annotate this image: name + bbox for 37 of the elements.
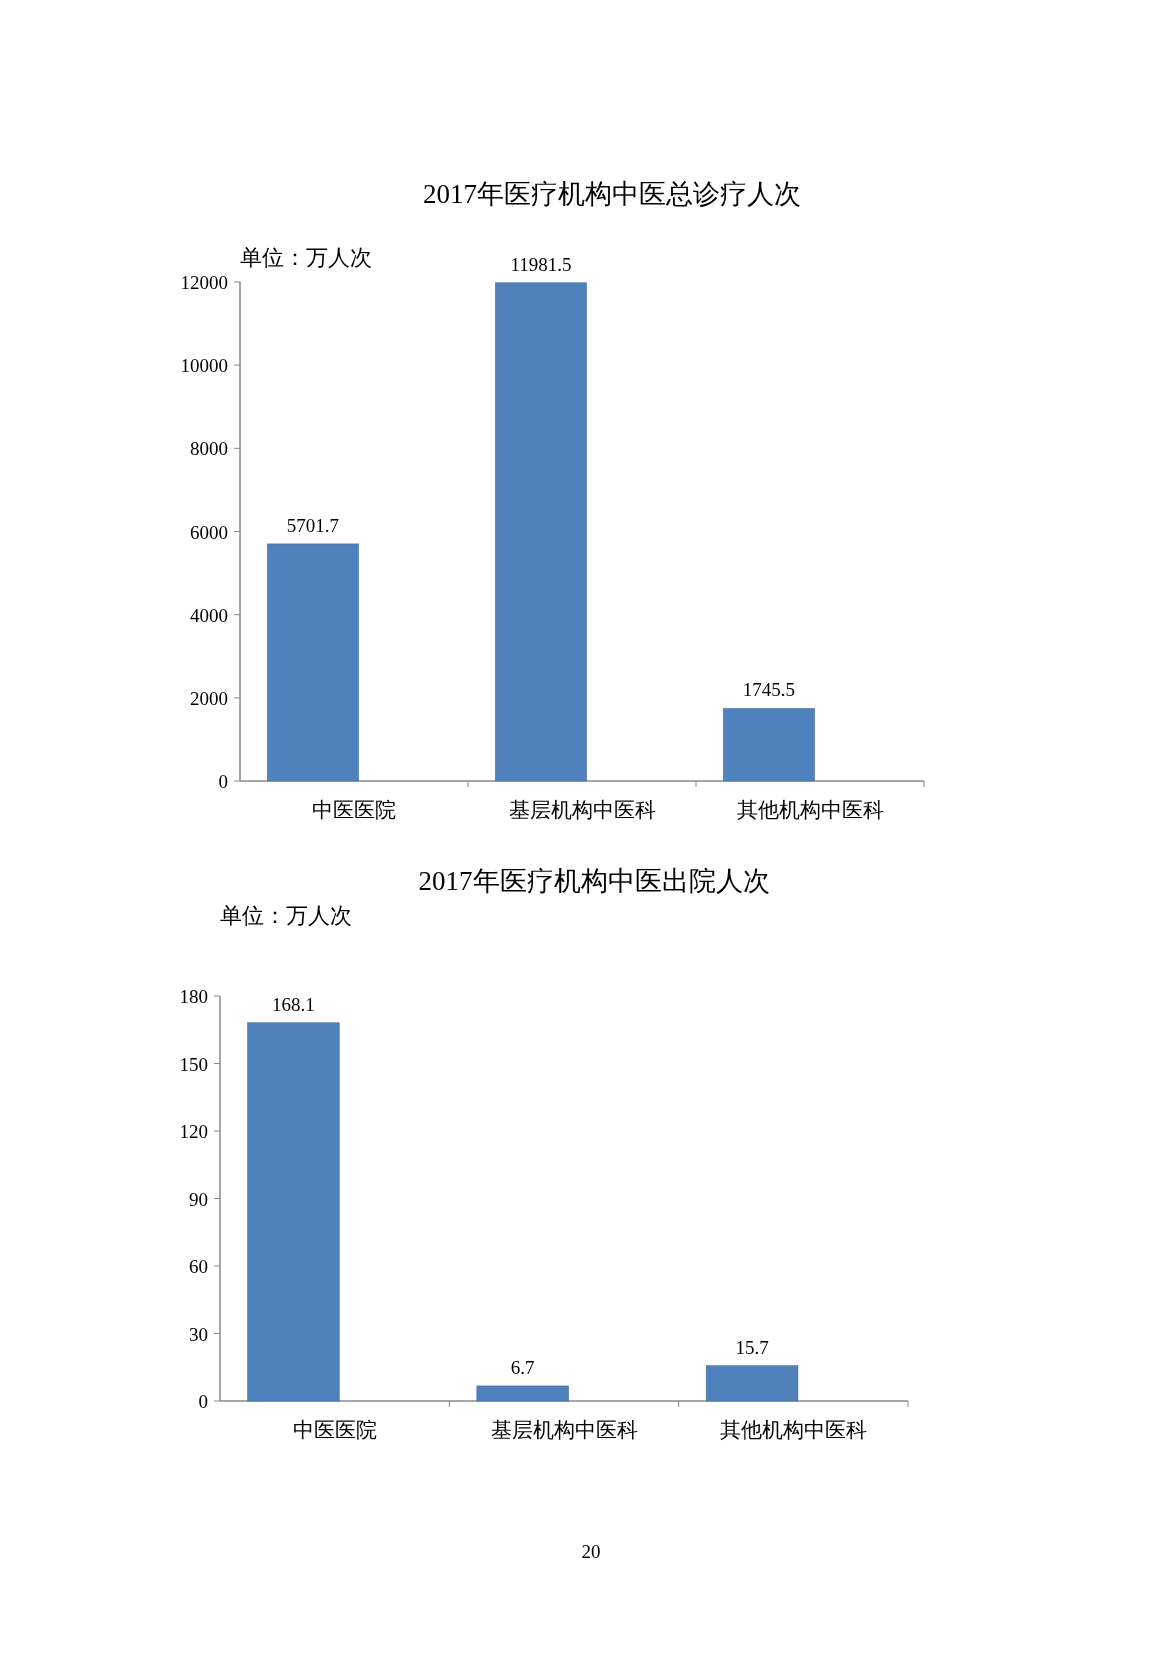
data-label: 168.1: [272, 993, 315, 1015]
bar: [267, 543, 359, 782]
data-label: 5701.7: [286, 514, 340, 536]
data-label: 15.7: [735, 1336, 769, 1358]
y-tick-label: 60: [189, 1256, 208, 1277]
bar: [705, 1365, 799, 1402]
data-label: 1745.5: [742, 679, 796, 701]
y-tick-label: 30: [189, 1323, 208, 1345]
y-tick-label: 0: [198, 1391, 208, 1412]
x-tick-label: 中医医院: [292, 1418, 377, 1442]
x-tick-label: 中医医院: [312, 798, 396, 822]
bar: [247, 1022, 340, 1402]
chart-title: 2017年医疗机构中医总诊疗人次: [423, 179, 801, 209]
data-label: 6.7: [510, 1356, 535, 1378]
y-tick-label: 4000: [190, 604, 228, 626]
y-tick-label: 8000: [190, 438, 228, 460]
x-tick-label: 其他机构中医科: [719, 1418, 867, 1442]
y-axis-title: 单位：万人次: [240, 245, 372, 270]
chart-title: 2017年医疗机构中医出院人次: [418, 866, 770, 896]
x-tick-label: 其他机构中医科: [736, 798, 884, 822]
text: 20: [581, 1541, 601, 1562]
y-tick-label: 10000: [180, 355, 228, 377]
x-tick-label: 基层机构中医科: [508, 798, 656, 822]
y-tick-label: 90: [189, 1188, 208, 1210]
y-tick-label: 180: [179, 986, 208, 1007]
y-tick-label: 2000: [190, 687, 228, 709]
bar: [495, 282, 587, 782]
y-axis-title: 单位：万人次: [220, 903, 352, 928]
y-tick-label: 120: [179, 1121, 208, 1142]
bar: [723, 708, 815, 782]
bar: [476, 1385, 569, 1402]
y-tick-label: 6000: [190, 521, 228, 543]
y-tick-label: 0: [218, 771, 228, 792]
x-tick-label: 基层机构中医科: [490, 1418, 638, 1442]
y-tick-label: 12000: [180, 272, 228, 293]
y-tick-label: 150: [179, 1053, 208, 1075]
data-label: 11981.5: [510, 253, 572, 275]
